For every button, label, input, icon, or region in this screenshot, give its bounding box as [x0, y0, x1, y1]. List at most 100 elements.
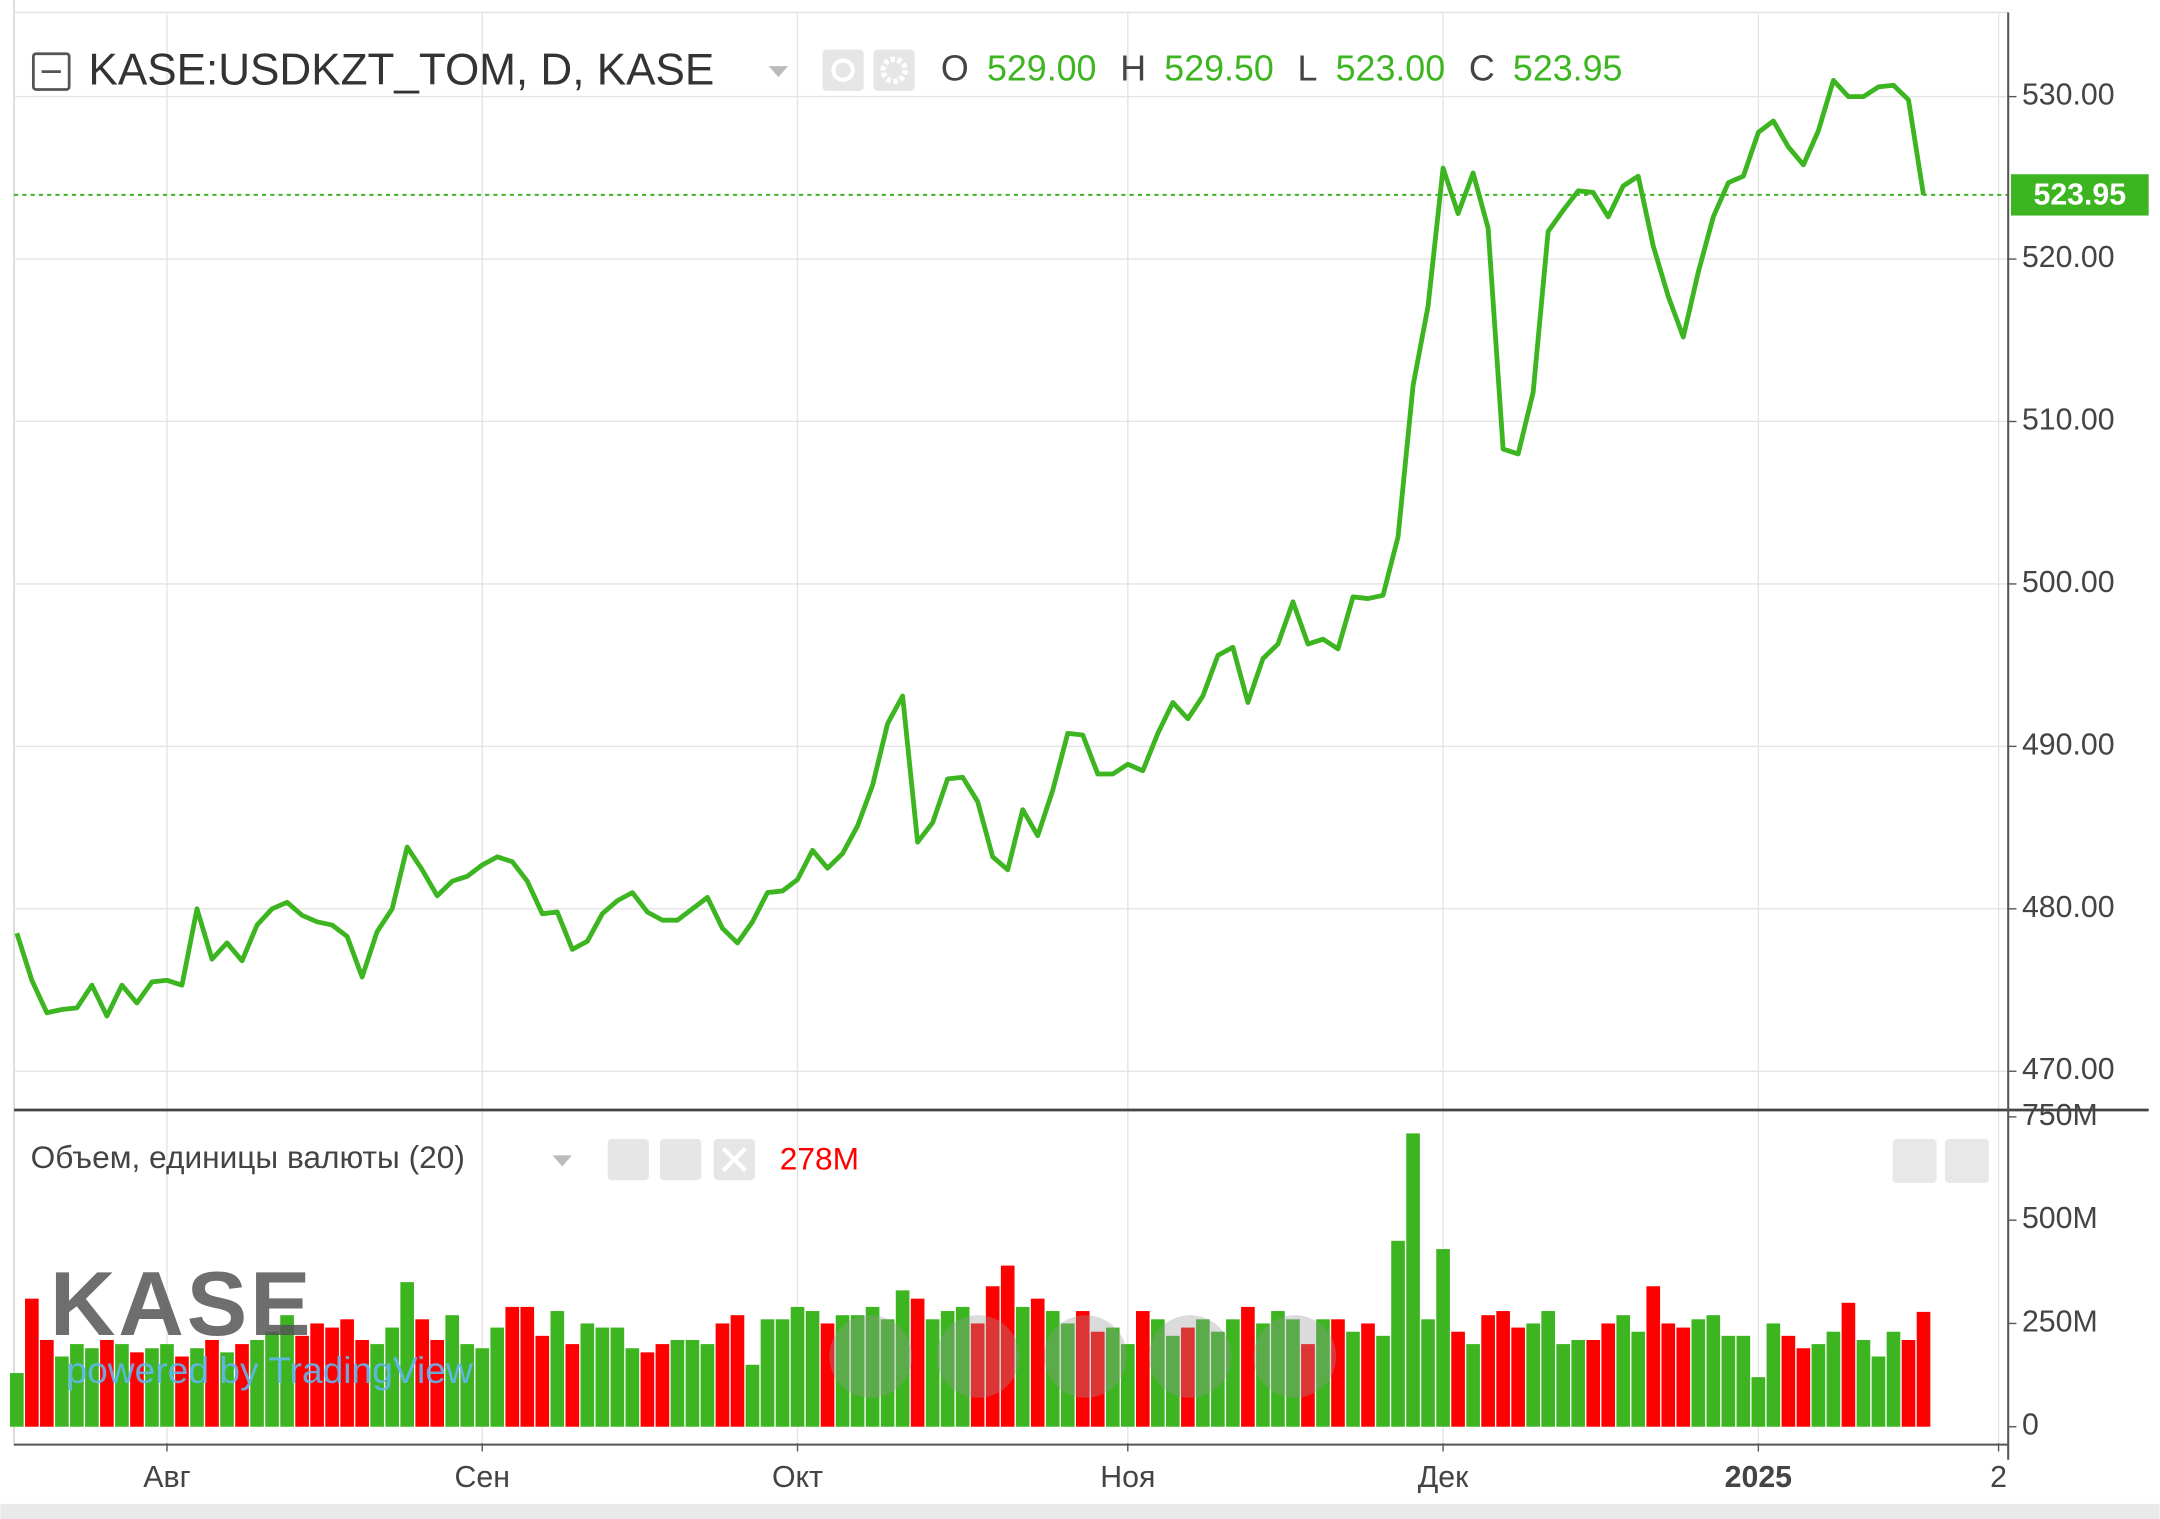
- volume-bar: [430, 1339, 445, 1427]
- settings-button[interactable]: [659, 1138, 702, 1181]
- dropdown-arrow[interactable]: [768, 66, 789, 78]
- volume-bar: [1646, 1286, 1661, 1427]
- collapse-icon[interactable]: [31, 52, 71, 91]
- symbol-title: KASE:USDKZT_TOM, D, KASE: [88, 46, 714, 95]
- volume-bar: [370, 1344, 384, 1427]
- y-tick-label: 250M: [2022, 1305, 2098, 1338]
- volume-bar: [535, 1335, 550, 1427]
- volume-bar: [1361, 1323, 1375, 1427]
- volume-bar: [550, 1311, 565, 1427]
- volume-bar: [1856, 1339, 1871, 1427]
- volume-bar: [1421, 1319, 1435, 1427]
- y-tick-label: 510.00: [2022, 403, 2115, 436]
- volume-bar: [295, 1335, 309, 1427]
- volume-bar: [280, 1315, 294, 1427]
- volume-bar: [55, 1356, 69, 1427]
- volume-bar: [895, 1290, 910, 1427]
- volume-bar: [400, 1282, 414, 1427]
- volume-bar: [745, 1364, 760, 1427]
- x-tick-label: Авг: [143, 1461, 190, 1494]
- x-tick-label: 2: [1990, 1461, 2007, 1494]
- settings-button[interactable]: [873, 49, 915, 91]
- volume-bar: [115, 1344, 129, 1427]
- volume-bar: [445, 1315, 460, 1427]
- dropdown-arrow[interactable]: [552, 1155, 572, 1167]
- volume-bar: [1391, 1240, 1405, 1427]
- volume-bar: [40, 1339, 54, 1427]
- volume-bar: [190, 1348, 204, 1427]
- volume-bar: [1736, 1335, 1751, 1427]
- nav-button[interactable]: [1253, 1315, 1337, 1398]
- volume-bar: [955, 1306, 970, 1427]
- nav-button[interactable]: [829, 1315, 912, 1398]
- volume-bar: [1346, 1331, 1360, 1427]
- marks: [10, 77, 2009, 1427]
- volume-bar: [1571, 1339, 1586, 1427]
- volume-bar: [610, 1327, 625, 1427]
- volume-bar: [1451, 1331, 1465, 1427]
- y-tick-label: 520.00: [2022, 241, 2115, 274]
- volume-bar: [1631, 1331, 1646, 1427]
- volume-bar: [1316, 1319, 1330, 1427]
- volume-bar: [1000, 1265, 1015, 1427]
- nav-button[interactable]: [1044, 1315, 1127, 1398]
- ohlc-value: 523.00: [1336, 49, 1446, 89]
- volume-bar: [595, 1327, 610, 1427]
- volume-bar: [700, 1344, 715, 1427]
- volume-bar: [1481, 1315, 1495, 1427]
- volume-bar: [160, 1344, 174, 1427]
- volume-bar: [1811, 1344, 1826, 1427]
- ohlc-value: 529.00: [987, 49, 1096, 89]
- volume-bar: [1511, 1327, 1525, 1427]
- move-up-button[interactable]: [1892, 1138, 1937, 1183]
- nav-button[interactable]: [1148, 1315, 1232, 1398]
- volume-bar: [835, 1315, 850, 1427]
- volume-bar: [970, 1323, 985, 1427]
- ohlc-label: O: [941, 49, 969, 89]
- y-tick-label: 530.00: [2022, 79, 2115, 112]
- volume-bar: [1796, 1348, 1811, 1427]
- volume-bar: [1105, 1327, 1120, 1427]
- volume-bar: [25, 1298, 39, 1427]
- volume-bar: [1211, 1331, 1225, 1427]
- y-tick-label: 490.00: [2022, 728, 2115, 761]
- volume-bar: [1030, 1298, 1045, 1427]
- volume-bar: [205, 1339, 219, 1427]
- volume-bar: [1226, 1319, 1240, 1427]
- volume-bar: [310, 1323, 324, 1427]
- gear-icon: [880, 56, 908, 85]
- volume-bar: [1286, 1319, 1300, 1427]
- volume-bar: [880, 1319, 895, 1427]
- volume-bar: [760, 1319, 775, 1427]
- volume-bar: [145, 1348, 159, 1427]
- eye-button[interactable]: [822, 49, 864, 91]
- volume-bar: [1075, 1311, 1090, 1427]
- volume-bar: [1661, 1323, 1676, 1427]
- volume-bar: [1090, 1331, 1105, 1427]
- price-line: [14, 77, 1926, 1019]
- y-tick-label: 750M: [2022, 1099, 2098, 1132]
- volume-bar: [490, 1327, 505, 1427]
- volume-bar: [1376, 1335, 1390, 1427]
- volume-bar: [1015, 1306, 1030, 1427]
- ohlc-label: C: [1469, 49, 1495, 89]
- volume-bar: [1676, 1327, 1691, 1427]
- volume-bar: [1196, 1319, 1210, 1427]
- volume-title: Объем, единицы валюты (20): [31, 1139, 465, 1175]
- nav-button[interactable]: [936, 1315, 1020, 1398]
- volume-bar: [1721, 1335, 1736, 1427]
- x-tick-label: Ноя: [1100, 1461, 1155, 1494]
- eye-button[interactable]: [607, 1138, 649, 1181]
- volume-bar: [355, 1339, 369, 1427]
- maximize-button[interactable]: [1944, 1138, 1989, 1183]
- volume-bar: [1151, 1319, 1165, 1427]
- volume-bar: [265, 1331, 279, 1427]
- volume-bar: [1781, 1335, 1796, 1427]
- volume-bar: [1181, 1327, 1195, 1427]
- volume-bar: [85, 1348, 99, 1427]
- overlay: 470.00 480.00 490.00 500.00 510.00 520.00 530.…: [50, 79, 2149, 1494]
- volume-bar: [1901, 1339, 1916, 1427]
- volume-bar: [655, 1344, 670, 1427]
